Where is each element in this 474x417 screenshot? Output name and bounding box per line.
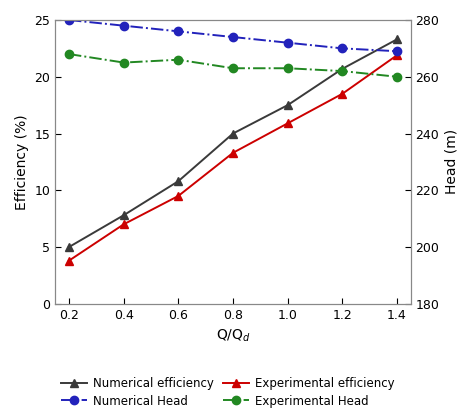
Experimental Head (175, 57, 181, 62)
Numerical Head (285, 40, 291, 45)
Numerical Head (339, 46, 345, 51)
Numerical efficiency (175, 179, 181, 184)
Experimental Head (285, 66, 291, 71)
Experimental Head (230, 66, 236, 71)
Experimental efficiency (230, 150, 236, 155)
Numerical efficiency (66, 244, 72, 249)
Legend: Numerical efficiency, Numerical Head, Experimental efficiency, Experimental Head: Numerical efficiency, Numerical Head, Ex… (57, 373, 398, 411)
Numerical Head (121, 23, 127, 28)
Line: Experimental efficiency: Experimental efficiency (65, 51, 401, 265)
Experimental efficiency (121, 222, 127, 227)
Numerical Head (230, 35, 236, 40)
Experimental efficiency (175, 193, 181, 198)
Numerical efficiency (394, 37, 400, 42)
Y-axis label: Head (m): Head (m) (445, 129, 459, 194)
Experimental Head (121, 60, 127, 65)
Y-axis label: Efficiency (%): Efficiency (%) (15, 114, 29, 210)
Experimental efficiency (339, 91, 345, 96)
Numerical efficiency (339, 66, 345, 71)
Experimental efficiency (66, 258, 72, 263)
Numerical Head (394, 49, 400, 54)
Numerical Head (175, 29, 181, 34)
Numerical efficiency (121, 213, 127, 218)
Line: Experimental Head: Experimental Head (65, 50, 401, 81)
Numerical efficiency (285, 103, 291, 108)
Line: Numerical Head: Numerical Head (65, 16, 401, 55)
Experimental Head (394, 74, 400, 79)
Experimental efficiency (285, 121, 291, 126)
X-axis label: Q/Q$_d$: Q/Q$_d$ (216, 327, 250, 344)
Numerical efficiency (230, 131, 236, 136)
Numerical Head (66, 18, 72, 23)
Experimental efficiency (394, 53, 400, 58)
Line: Numerical efficiency: Numerical efficiency (65, 35, 401, 251)
Experimental Head (339, 68, 345, 73)
Experimental Head (66, 52, 72, 57)
